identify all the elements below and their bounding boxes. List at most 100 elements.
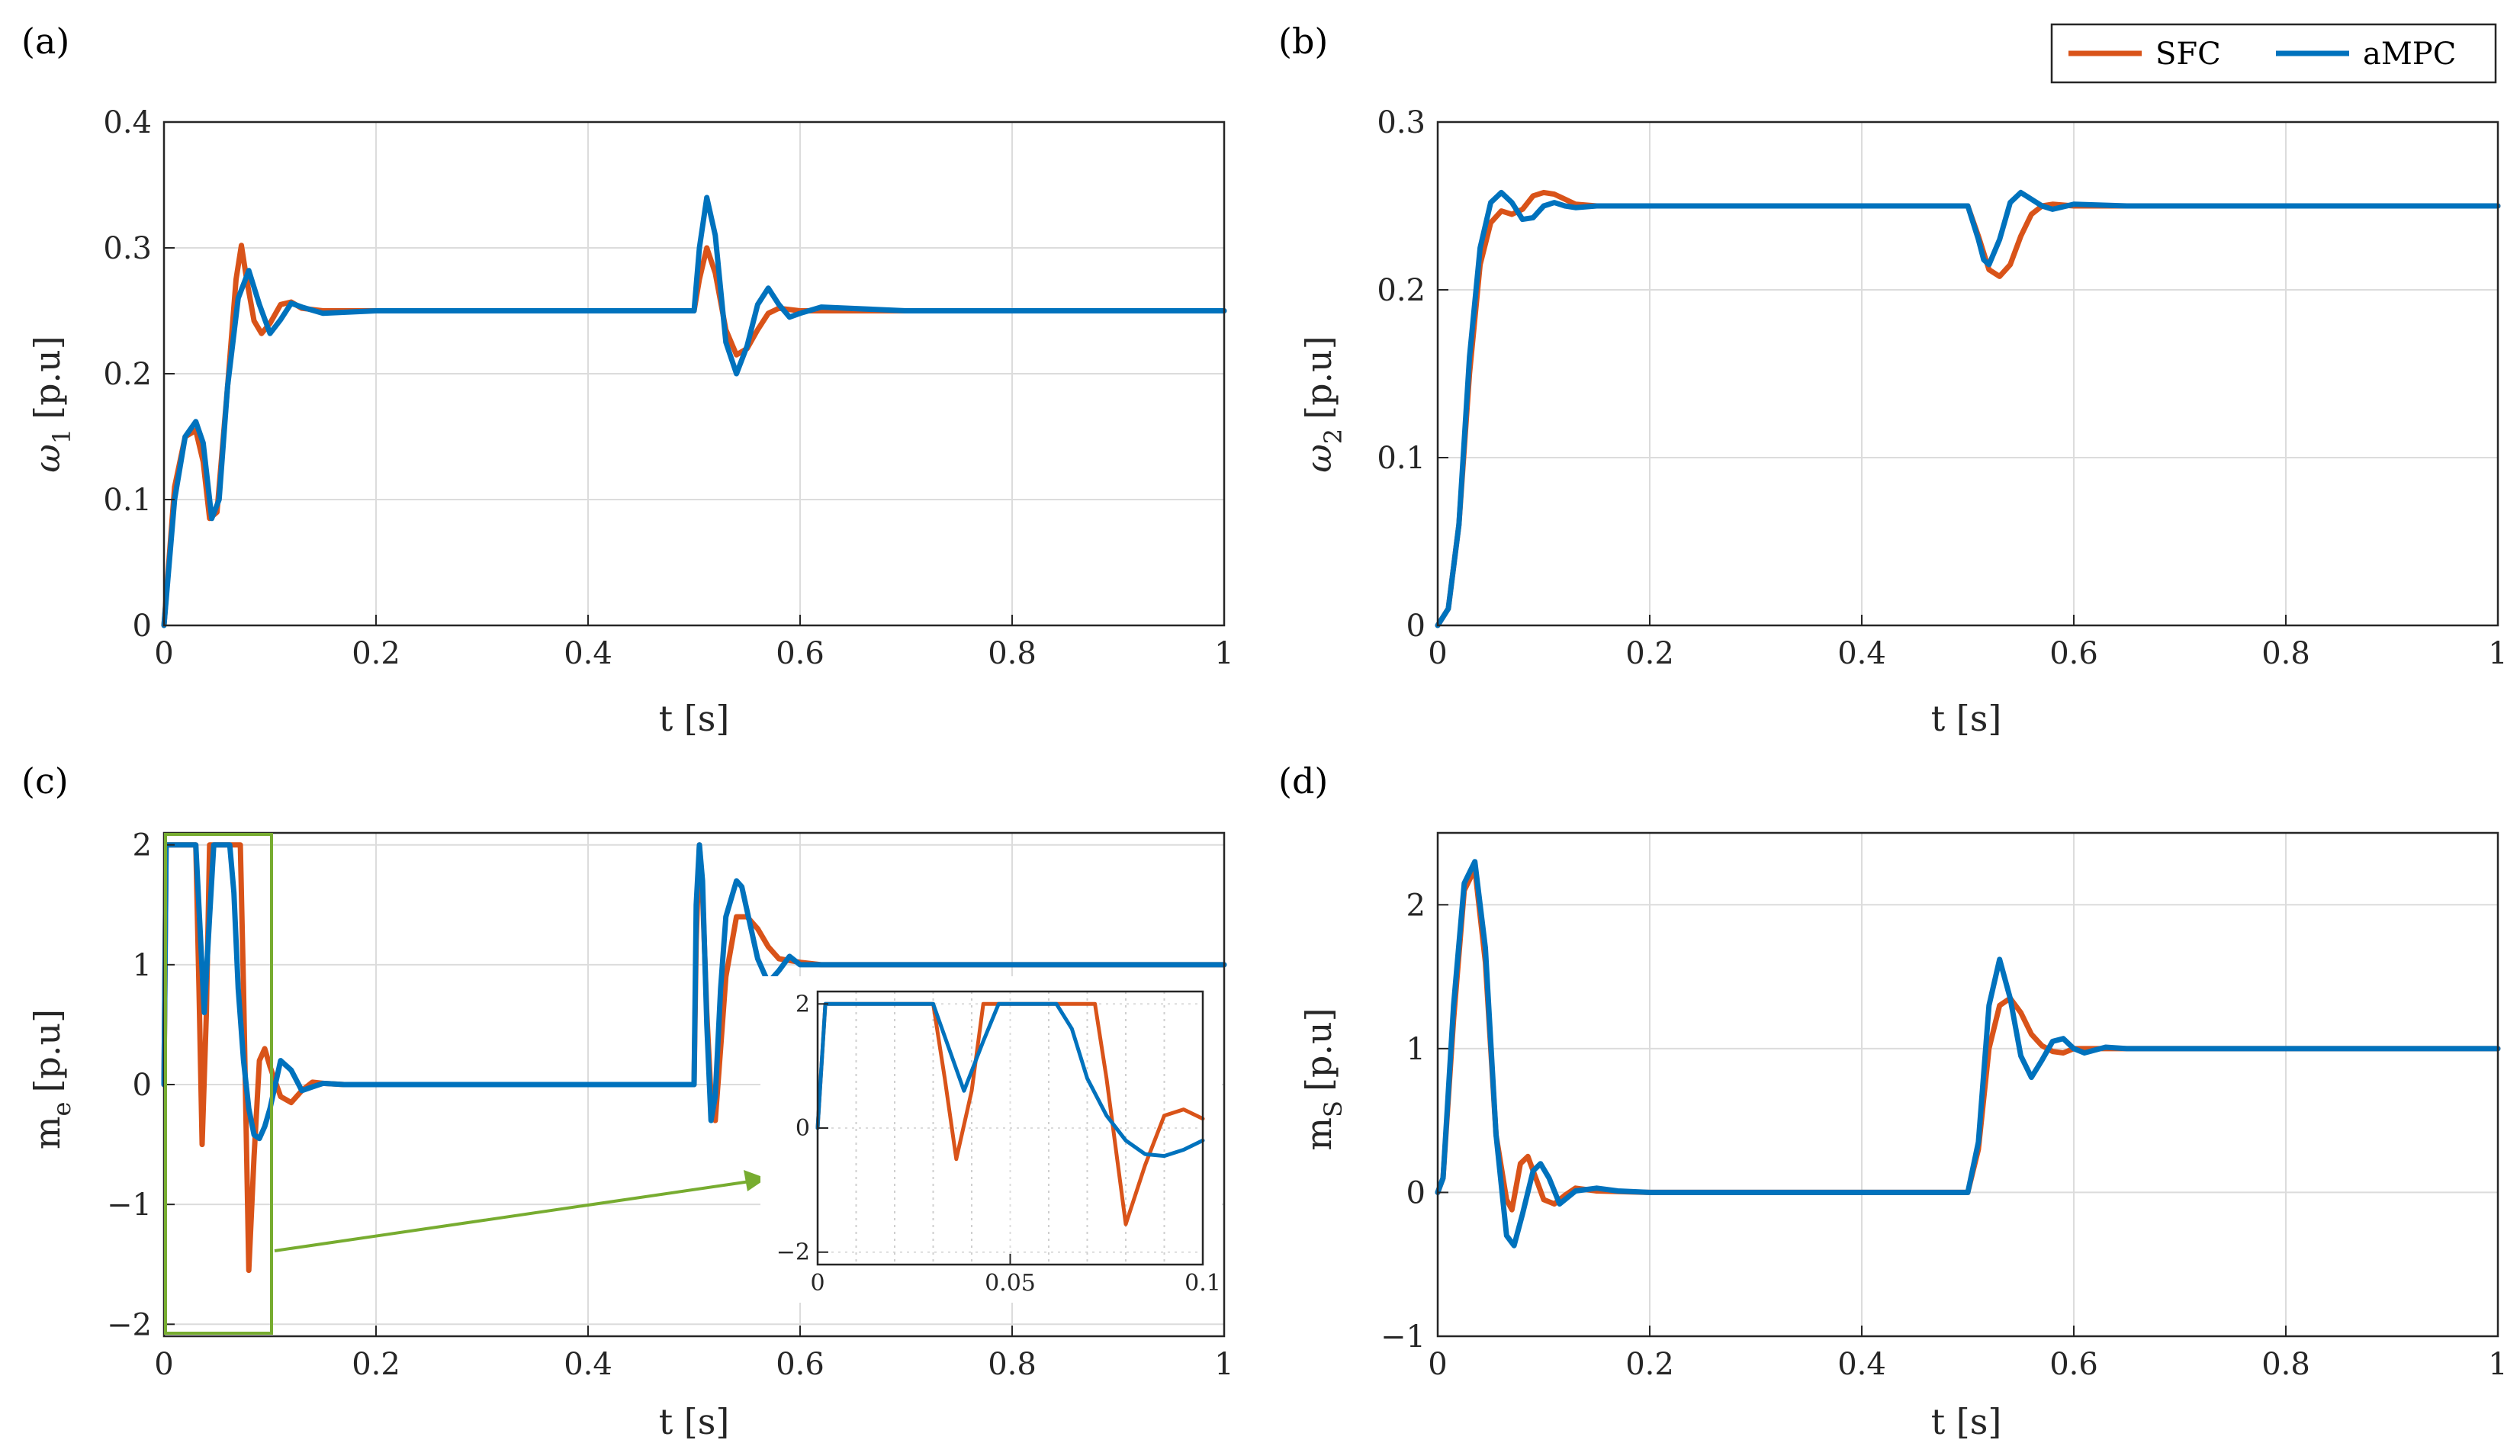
panel-c-label: (c) — [21, 760, 69, 802]
panel-b-xtick-label-3: 0.6 — [2049, 636, 2098, 671]
panel-a-xtick-label-3: 0.6 — [776, 636, 824, 671]
panel-a-xlabel: t [s] — [659, 698, 730, 739]
panel-a-ytick-label-4: 0.4 — [103, 105, 152, 140]
panel-b-xtick-label-0: 0 — [1428, 636, 1447, 671]
panel-b-ylabel-sub: 2 — [1319, 429, 1348, 444]
panel-c-ylabel-unit: [p.u] — [27, 1009, 68, 1093]
panel-b-xlabel: t [s] — [1931, 698, 2002, 739]
panel-d-series — [1435, 859, 2501, 1249]
panel-c-xtick-label-2: 0.4 — [564, 1347, 612, 1382]
panel-d-ylabel-unit: [p.u] — [1298, 1008, 1339, 1091]
panel-b-ytick-label-1: 0.1 — [1377, 441, 1426, 476]
panel-b-series — [1435, 189, 2501, 628]
panel-a-series-ampc — [161, 194, 1227, 628]
panel-c-xlabel: t [s] — [659, 1401, 730, 1442]
panel-c-ylabel-sub: e — [47, 1102, 76, 1117]
panel-c-xtick-label-5: 1 — [1214, 1347, 1233, 1382]
panel-d-ylabel-sub: S — [1319, 1101, 1348, 1117]
panel-a: (a) 0 0.2 0.4 0.6 0.8 100.10.20.30.4 t [s] ω1… — [21, 21, 1234, 739]
panel-a-ytick-label-3: 0.3 — [103, 231, 152, 266]
panel-b-frame — [1436, 121, 2499, 627]
panel-b-xtick-label-1: 0.2 — [1625, 636, 1674, 671]
panel-b: (b) 0 0.2 0.4 0.6 0.8 1 0 0.1 0.2 0.3 t [s] ω2 [p.… — [1278, 21, 2508, 739]
inset-series — [815, 1001, 1205, 1226]
panel-d-xtick-label-1: 0.2 — [1625, 1347, 1674, 1382]
legend-sfc-label: SFC — [2155, 37, 2221, 72]
panel-d-frame — [1436, 831, 2499, 1338]
panel-d-label: (d) — [1278, 760, 1328, 802]
panel-d-grid — [1437, 833, 2499, 1337]
panel-d-ylabel: mS [p.u] — [1298, 1008, 1348, 1150]
panel-a-ylabel-unit: [p.u] — [27, 336, 68, 419]
panel-d-xtick-label-0: 0 — [1428, 1347, 1447, 1382]
panel-a-ytick-label-1: 0.1 — [103, 483, 152, 518]
panel-d-xtick-label-3: 0.6 — [2049, 1347, 2098, 1382]
panel-d-ytick-label-1: 0 — [1406, 1175, 1426, 1210]
inset-axes: 0 0.05 0.1−202 — [760, 976, 1222, 1303]
panel-a-xtick-label-0: 0 — [154, 636, 173, 671]
legend-ampc-label: aMPC — [2363, 37, 2456, 72]
panel-c-xtick-label-0: 0 — [154, 1347, 173, 1382]
panel-d-ytick-label-2: 1 — [1406, 1032, 1426, 1067]
panel-b-label: (b) — [1278, 21, 1328, 62]
panel-d-xtick-label-4: 0.8 — [2261, 1347, 2310, 1382]
zoom-arrow — [274, 1179, 756, 1252]
inset-xtick-label-1: 0.05 — [985, 1270, 1036, 1297]
panel-a-xtick-label-5: 1 — [1214, 636, 1233, 671]
inset-background — [760, 976, 1222, 1303]
panel-b-ticks: 0 0.2 0.4 0.6 0.8 1 0 0.1 0.2 0.3 — [1377, 105, 2507, 671]
inset-xtick-label-2: 0.1 — [1184, 1270, 1221, 1297]
inset-ytick-label-0: −2 — [776, 1239, 810, 1266]
panel-c-xtick-label-4: 0.8 — [988, 1347, 1037, 1382]
panel-b-series-ampc — [1435, 189, 2501, 628]
panel-a-series — [161, 194, 1227, 628]
panel-b-series-sfc — [1435, 189, 2501, 628]
panel-c-series-ampc — [161, 842, 1227, 1142]
panel-c-ytick-label-1: −1 — [107, 1188, 152, 1223]
panel-d-series-sfc — [1435, 866, 2501, 1213]
panel-a-xtick-label-1: 0.2 — [352, 636, 400, 671]
legend: SFC aMPC — [2050, 23, 2497, 84]
panel-a-ylabel-symbol: ω — [27, 444, 68, 473]
panel-d-ylabel-symbol: m — [1298, 1117, 1339, 1151]
panel-b-xtick-label-4: 0.8 — [2261, 636, 2310, 671]
panel-c-series — [161, 842, 1227, 1274]
panel-a-label: (a) — [21, 21, 69, 62]
panel-a-grid — [163, 121, 1225, 626]
panel-a-ytick-label-0: 0 — [133, 609, 152, 644]
panel-c-ylabel: me [p.u] — [27, 1009, 76, 1149]
panel-b-xtick-label-5: 1 — [2488, 636, 2507, 671]
panel-d-xtick-label-2: 0.4 — [1837, 1347, 1886, 1382]
zoom-region-box — [164, 833, 273, 1335]
panel-d-xtick-label-5: 1 — [2488, 1347, 2507, 1382]
panel-b-ylabel: ω2 [p.u] — [1298, 336, 1348, 472]
panel-a-ytick-label-2: 0.2 — [103, 357, 152, 392]
panel-b-ylabel-symbol: ω — [1298, 444, 1339, 473]
panel-c-ytick-label-4: 2 — [133, 828, 152, 863]
panel-d-series-ampc — [1435, 859, 2501, 1249]
panel-d-ytick-label-0: −1 — [1381, 1319, 1426, 1355]
panel-a-xtick-label-4: 0.8 — [988, 636, 1037, 671]
panel-a-ylabel-sub: 1 — [47, 429, 76, 444]
inset-ticks: 0 0.05 0.1−202 — [776, 991, 1221, 1297]
panel-c-ytick-label-0: −2 — [107, 1307, 152, 1342]
inset-series-ampc — [815, 1001, 1205, 1159]
panel-b-grid — [1437, 121, 2499, 626]
panel-b-ytick-label-2: 0.2 — [1377, 273, 1426, 308]
panel-c-ytick-label-2: 0 — [133, 1068, 152, 1103]
panel-c-ticks: 0 0.2 0.4 0.6 0.8 1 −2 −1 0 1 2 — [107, 828, 1234, 1382]
panel-c-xtick-label-3: 0.6 — [776, 1347, 824, 1382]
panel-b-ytick-label-0: 0 — [1406, 609, 1426, 644]
inset-xtick-label-0: 0 — [810, 1270, 824, 1297]
zoom-arrow-head — [744, 1170, 767, 1191]
panel-c-ytick-label-3: 1 — [133, 948, 152, 983]
panel-d-ytick-label-3: 2 — [1406, 888, 1426, 923]
panel-b-ytick-label-3: 0.3 — [1377, 105, 1426, 140]
inset-ytick-label-2: 2 — [796, 991, 810, 1017]
panel-c-ylabel-symbol: m — [27, 1116, 68, 1149]
panel-d-xlabel: t [s] — [1931, 1401, 2002, 1442]
panel-a-xtick-label-2: 0.4 — [564, 636, 612, 671]
